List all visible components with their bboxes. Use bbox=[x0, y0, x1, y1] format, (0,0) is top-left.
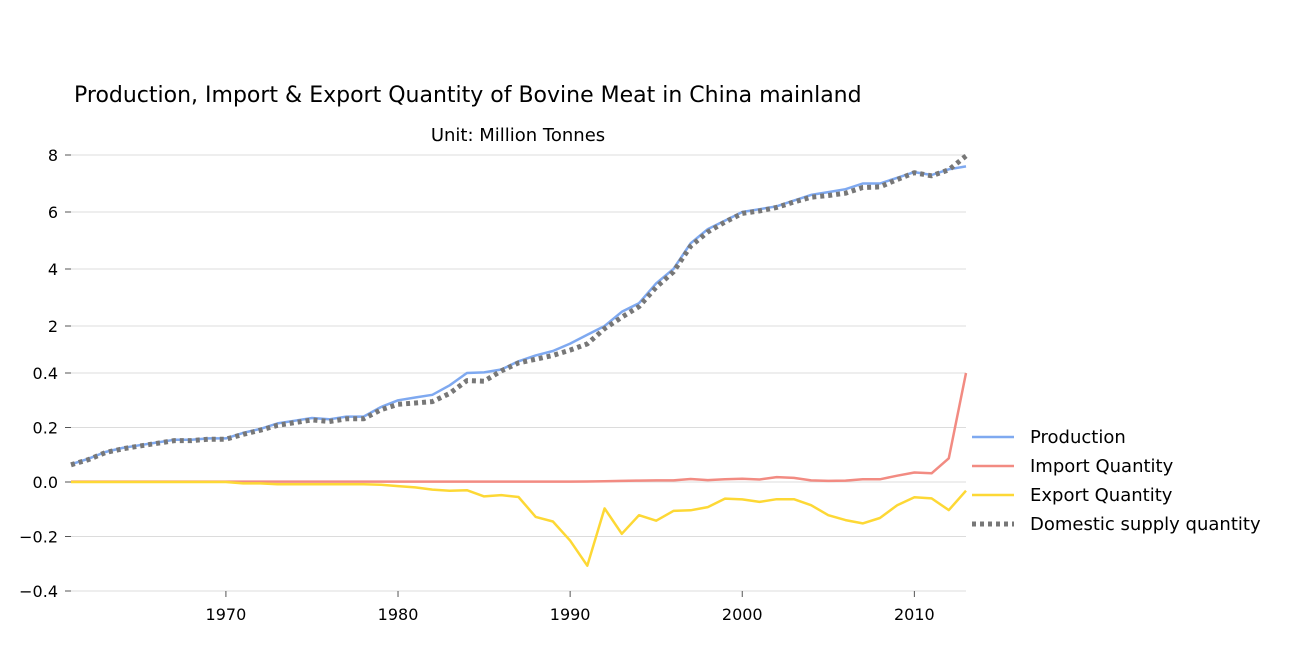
y-axis-tick-labels: 8 6 4 2 0.4 0.2 0.0 −0.2 −0.4 bbox=[19, 146, 71, 601]
series-lines bbox=[70, 153, 968, 567]
gridlines bbox=[71, 154, 966, 592]
x-tick-label: 1970 bbox=[206, 605, 247, 624]
y-tick-label: 4 bbox=[48, 260, 58, 279]
y-tick-label: 0.2 bbox=[33, 419, 58, 438]
legend-label: Domestic supply quantity bbox=[1030, 514, 1261, 535]
y-tick-label: 0.4 bbox=[33, 364, 58, 383]
x-tick-label: 1990 bbox=[550, 605, 591, 624]
legend-label: Import Quantity bbox=[1030, 456, 1174, 477]
series-line-production bbox=[70, 165, 967, 466]
y-tick-label: 8 bbox=[48, 146, 58, 165]
legend-label: Production bbox=[1030, 427, 1126, 448]
legend: Production Import Quantity Export Quantity… bbox=[972, 427, 1261, 535]
legend-label: Export Quantity bbox=[1030, 485, 1173, 506]
x-axis-tick-labels: 1970 1980 1990 2000 2010 bbox=[206, 591, 935, 624]
x-tick-label: 1980 bbox=[378, 605, 419, 624]
y-tick-label: −0.4 bbox=[19, 582, 58, 601]
series-line-export-quantity bbox=[71, 480, 967, 567]
x-tick-label: 2010 bbox=[894, 605, 935, 624]
x-tick-label: 2000 bbox=[722, 605, 763, 624]
y-tick-label: 6 bbox=[48, 203, 58, 222]
chart-title: Production, Import & Export Quantity of … bbox=[74, 83, 862, 108]
y-tick-label: 0.0 bbox=[33, 473, 58, 492]
series-line-domestic-supply-quantity bbox=[70, 153, 968, 468]
y-tick-label: −0.2 bbox=[19, 528, 58, 547]
y-tick-label: 2 bbox=[48, 317, 58, 336]
chart-subtitle: Unit: Million Tonnes bbox=[430, 125, 606, 146]
